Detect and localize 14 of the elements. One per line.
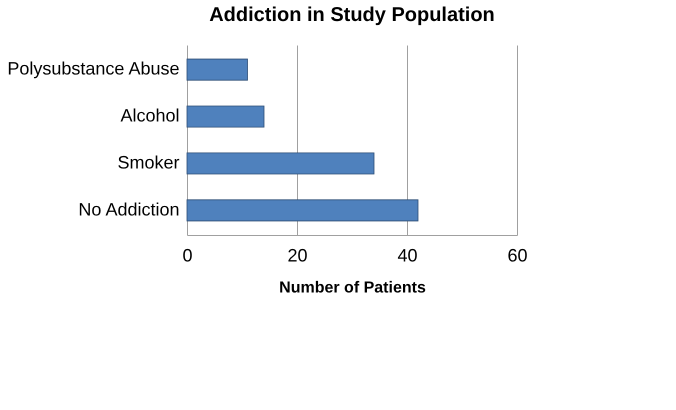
bar [186, 152, 374, 174]
y-tick-label: Polysubstance Abuse [7, 58, 180, 79]
y-tick-label: Smoker [117, 152, 180, 172]
bar [186, 199, 418, 222]
x-tick-label: 40 [397, 246, 418, 266]
x-axis-title: Number of Patients [279, 280, 426, 296]
x-tick-label: 20 [287, 246, 308, 266]
x-tick-label: 0 [182, 246, 193, 266]
x-tick-label: 60 [507, 246, 528, 266]
bar [186, 58, 248, 81]
y-tick-label: Alcohol [120, 106, 180, 126]
bar [186, 106, 264, 128]
chart-title: Addiction in Study Population [209, 4, 495, 26]
y-tick-label: No Addiction [78, 199, 180, 220]
